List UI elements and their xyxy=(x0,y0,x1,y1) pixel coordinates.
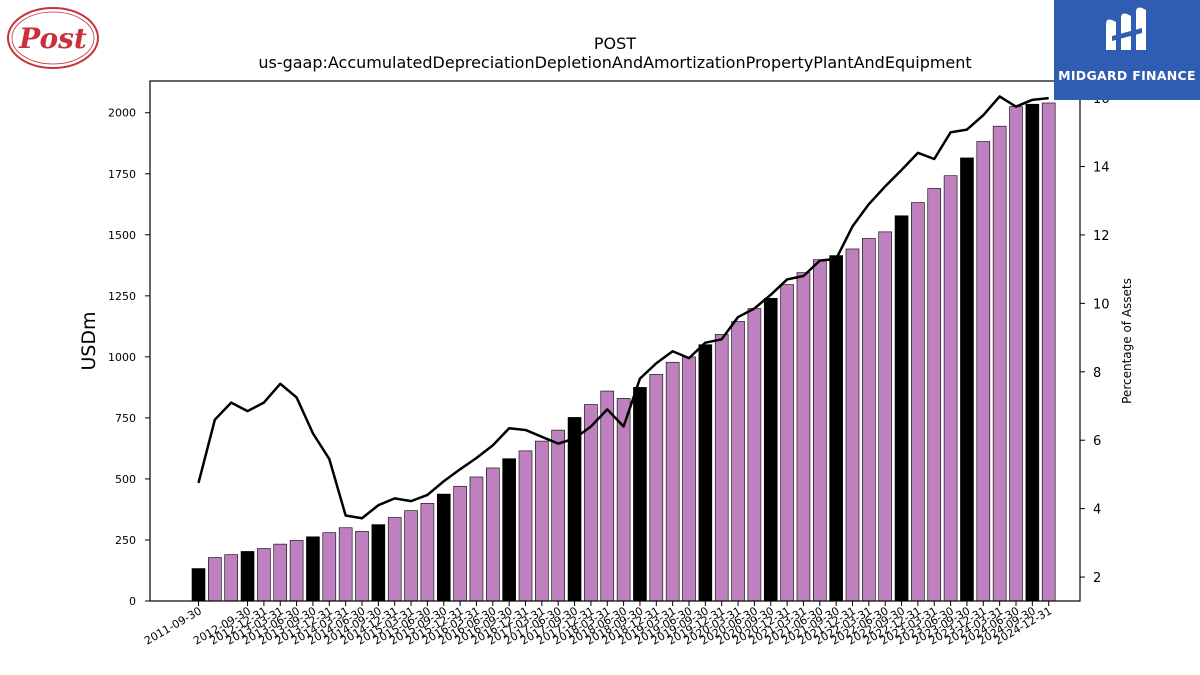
y-tick-label: 500 xyxy=(115,473,136,486)
y-axis-left: 0 250 500 750 1000 1250 1500 1750 2000 xyxy=(108,107,150,608)
bar-2020-09-30 xyxy=(763,297,778,602)
y2-tick-label: 14 xyxy=(1093,161,1110,176)
bar-2019-03-31 xyxy=(665,361,680,602)
bar-2017-06-30 xyxy=(551,429,566,602)
bar-2020-12-31 xyxy=(780,284,794,602)
bar-2021-06-30 xyxy=(812,259,827,602)
bar-2024-09-30 xyxy=(1025,103,1040,602)
bar-2013-09-30 xyxy=(306,536,320,602)
post-logo: Post xyxy=(6,6,100,70)
bar-2017-03-31 xyxy=(535,440,549,602)
bar-2022-06-30 xyxy=(878,231,893,602)
y2-tick-label: 12 xyxy=(1093,229,1110,244)
bar-2022-03-31 xyxy=(862,238,876,602)
bar-2015-12-31 xyxy=(453,485,467,602)
bar-2013-12-31 xyxy=(322,532,337,602)
chart-subtitle: us-gaap:AccumulatedDepreciationDepletion… xyxy=(258,53,971,72)
y-tick-label: 750 xyxy=(115,412,136,425)
bar-2014-06-30 xyxy=(355,531,369,602)
bar-2018-09-30 xyxy=(633,387,647,602)
bar-2015-06-30 xyxy=(420,503,435,602)
bar-2020-03-31 xyxy=(731,321,745,602)
bar-2016-09-30 xyxy=(502,458,516,602)
y-tick-label: 1500 xyxy=(108,229,136,242)
midgard-finance-logo: MIDGARD FINANCE xyxy=(1054,0,1200,100)
y-axis-right: 246810121416 xyxy=(1080,92,1110,586)
y2-tick-label: 4 xyxy=(1093,503,1101,518)
bar-2013-03-31 xyxy=(273,543,288,602)
bar-2024-03-31 xyxy=(992,125,1007,602)
bar-2022-09-30 xyxy=(894,215,909,602)
bar-2021-12-31 xyxy=(845,248,860,602)
y2-tick-label: 6 xyxy=(1093,434,1101,449)
x-axis: 2011-09-302012-09-302012-12-312013-03-31… xyxy=(142,601,1054,648)
y2-tick-label: 10 xyxy=(1093,297,1110,312)
bar-2024-12-31 xyxy=(1041,102,1056,602)
bar-2023-09-30 xyxy=(960,157,974,602)
percentage-line xyxy=(197,95,1049,520)
bar-2015-09-30 xyxy=(436,493,451,602)
bar-2019-09-30 xyxy=(698,344,713,602)
plot-frame xyxy=(149,80,1081,602)
y-tick-label: 2000 xyxy=(108,107,136,120)
y-tick-label: 250 xyxy=(115,534,136,547)
y-axis-label: USDm xyxy=(78,311,100,370)
bar-2023-12-31 xyxy=(976,141,991,602)
bar-2011-09-30 xyxy=(191,568,206,602)
post-logo-text: Post xyxy=(18,22,87,55)
bar-2023-03-31 xyxy=(927,188,942,602)
bar-2021-03-31 xyxy=(796,272,811,602)
line-group xyxy=(197,95,1049,520)
bar-2016-03-31 xyxy=(469,476,484,602)
bar-2018-03-31 xyxy=(600,390,615,602)
bar-2020-06-30 xyxy=(747,308,762,602)
bar-2015-03-31 xyxy=(404,510,418,602)
bar-2017-12-31 xyxy=(584,404,598,602)
bar-2016-06-30 xyxy=(485,467,500,602)
midgard-logo-text: MIDGARD FINANCE xyxy=(1058,68,1196,83)
bar-2014-03-31 xyxy=(338,527,353,602)
y-tick-label: 0 xyxy=(129,595,136,608)
bar-2022-12-31 xyxy=(911,202,925,602)
y-tick-label: 1000 xyxy=(108,351,136,364)
y2-axis-label: Percentage of Assets xyxy=(1120,278,1134,404)
bar-2012-12-31 xyxy=(257,548,271,602)
bar-2012-03-31 xyxy=(224,554,238,602)
midgard-emblem-icon xyxy=(1106,7,1146,50)
bar-2012-09-30 xyxy=(240,551,255,602)
bar-2013-06-30 xyxy=(289,540,304,602)
y-tick-label: 1750 xyxy=(108,168,136,181)
bar-2014-12-31 xyxy=(387,517,402,602)
bar-2014-09-30 xyxy=(371,524,386,602)
y2-tick-label: 2 xyxy=(1093,571,1101,586)
bars-group xyxy=(191,102,1056,602)
bar-2021-09-30 xyxy=(829,255,843,602)
bar-2018-06-30 xyxy=(616,398,631,602)
bar-2023-06-30 xyxy=(943,175,958,602)
bar-2019-06-30 xyxy=(682,356,696,602)
y2-tick-label: 8 xyxy=(1093,366,1101,381)
chart-title: POST xyxy=(594,34,636,53)
bar-2024-06-30 xyxy=(1009,106,1023,602)
bar-2019-12-31 xyxy=(714,334,729,602)
bar-2018-12-31 xyxy=(649,374,664,602)
bar-2011-12-31 xyxy=(208,557,222,602)
bar-2017-09-30 xyxy=(567,417,582,602)
bar-2016-12-31 xyxy=(518,450,533,602)
y-tick-label: 1250 xyxy=(108,290,136,303)
